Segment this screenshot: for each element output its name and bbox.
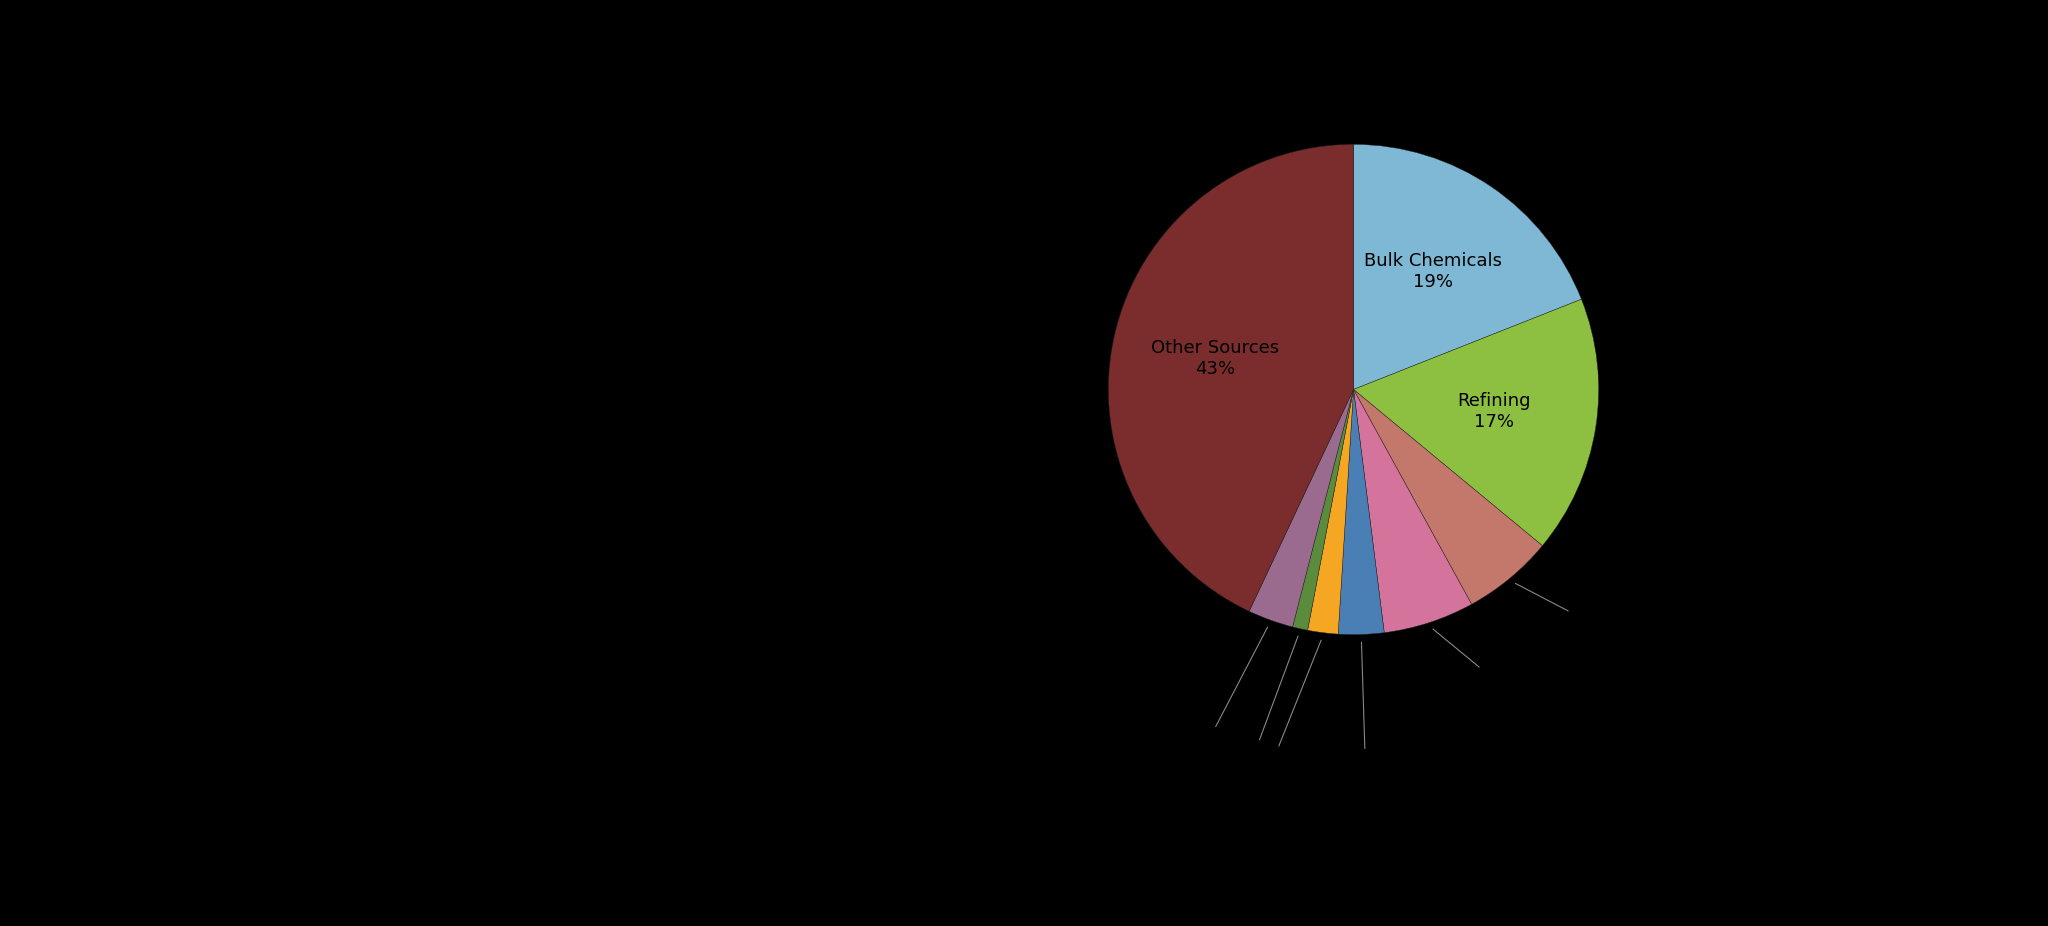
Text: Glass
1%: Glass 1% <box>1233 636 1298 775</box>
Text: Aluminum
2%: Aluminum 2% <box>1235 640 1321 782</box>
Text: Food Products
6%: Food Products 6% <box>1434 629 1559 704</box>
Wedge shape <box>1354 144 1581 390</box>
Wedge shape <box>1307 390 1354 634</box>
Wedge shape <box>1354 390 1473 632</box>
Wedge shape <box>1337 390 1384 634</box>
Text: Bulk Chemicals
19%: Bulk Chemicals 19% <box>1364 253 1503 292</box>
Text: Other Sources
43%: Other Sources 43% <box>1151 339 1278 378</box>
Wedge shape <box>1108 144 1354 611</box>
Text: Cement
3%: Cement 3% <box>1337 642 1393 784</box>
Text: Paper
3%: Paper 3% <box>1186 627 1268 762</box>
Wedge shape <box>1249 390 1354 627</box>
Text: Refining
17%: Refining 17% <box>1458 393 1530 432</box>
Wedge shape <box>1292 390 1354 631</box>
Text: Iron and Steel
6%: Iron and Steel 6% <box>1516 583 1661 647</box>
Wedge shape <box>1354 390 1542 605</box>
Wedge shape <box>1354 299 1599 545</box>
